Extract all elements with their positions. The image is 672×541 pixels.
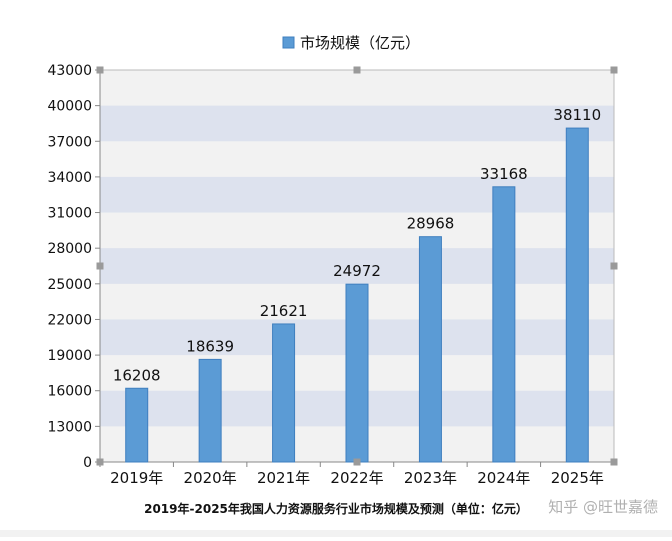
resize-handle — [610, 458, 618, 466]
bar-value-label: 18639 — [186, 337, 234, 355]
x-tick-label: 2020年 — [184, 469, 237, 487]
bar-value-label: 21621 — [260, 302, 308, 320]
y-tick-label: 43000 — [47, 63, 92, 79]
bar — [272, 323, 296, 463]
resize-handle — [610, 66, 618, 74]
bar-value-label: 24972 — [333, 262, 381, 280]
watermark: 知乎 @旺世嘉德 — [548, 498, 658, 516]
resize-handle — [96, 66, 104, 74]
y-tick-label: 25000 — [47, 277, 92, 293]
y-tick-label: 40000 — [47, 99, 92, 115]
bar — [345, 283, 369, 463]
resize-handle — [96, 262, 104, 270]
resize-handle — [610, 262, 618, 270]
x-tick-label: 2021年 — [257, 469, 310, 487]
bar — [492, 186, 516, 463]
x-tick-label: 2023年 — [404, 469, 457, 487]
y-tick-label: 34000 — [47, 170, 92, 186]
grid-band — [100, 105, 614, 142]
bar-value-label: 28968 — [407, 215, 455, 233]
y-tick-label: 0 — [83, 455, 92, 471]
grid-band — [100, 248, 614, 284]
resize-handle — [96, 458, 104, 466]
bar-value-label: 16208 — [113, 366, 161, 384]
x-tick-label: 2022年 — [330, 469, 383, 487]
x-tick-label: 2024年 — [477, 469, 530, 487]
y-tick-label: 16000 — [47, 384, 92, 400]
legend-swatch — [282, 36, 295, 49]
bar-value-label: 33168 — [480, 165, 528, 183]
bottom-strip — [0, 530, 672, 537]
chart-caption: 2019年-2025年我国人力资源服务行业市场规模及预测（单位：亿元） — [144, 502, 528, 516]
bar — [418, 236, 442, 463]
bar — [125, 387, 149, 463]
resize-handle — [353, 66, 361, 74]
y-tick-label: 19000 — [47, 348, 92, 364]
x-tick-label: 2025年 — [551, 469, 604, 487]
y-tick-label: 37000 — [47, 134, 92, 150]
y-tick-label: 28000 — [47, 241, 92, 257]
bar — [565, 127, 589, 463]
y-tick-label: 22000 — [47, 312, 92, 328]
grid-band — [100, 176, 614, 213]
y-tick-label: 31000 — [47, 206, 92, 222]
y-tick-label: 13000 — [47, 419, 92, 435]
bar — [198, 358, 222, 463]
x-tick-label: 2019年 — [110, 469, 163, 487]
bar-value-label: 38110 — [553, 106, 601, 124]
legend-label: 市场规模（亿元） — [300, 34, 420, 52]
resize-handle — [353, 458, 361, 466]
